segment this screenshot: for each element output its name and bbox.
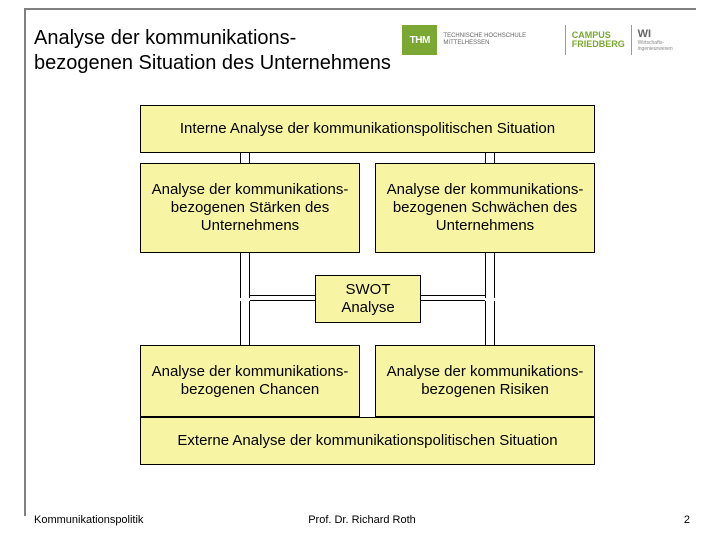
connector (421, 295, 485, 301)
title-line2: bezogenen Situation des Unternehmens (34, 52, 391, 74)
box-internal-analysis: Interne Analyse der kommunikationspoliti… (140, 105, 595, 153)
wi-logo: WI Wirtschafts-ingenieurwesen (638, 29, 692, 52)
slide-footer: Kommunikationspolitik Prof. Dr. Richard … (34, 514, 690, 526)
box-weaknesses: Analyse der kommunikations-bezogenen Sch… (375, 163, 595, 253)
box-label: Externe Analyse der kommunikationspoliti… (177, 432, 557, 450)
frame-top (24, 8, 696, 10)
connector (485, 153, 495, 163)
logo-area: THM TECHNISCHE HOCHSCHULE MITTELHESSEN C… (402, 20, 692, 60)
box-label: Analyse der kommunikations-bezogenen Ris… (382, 363, 588, 399)
box-swot: SWOT Analyse (315, 275, 421, 323)
page-title: Analyse der kommunikations- bezogenen Si… (34, 26, 414, 76)
connector (485, 301, 495, 345)
campus-line2: FRIEDBERG (572, 40, 625, 49)
wi-sublabel: Wirtschafts-ingenieurwesen (638, 40, 692, 52)
connector (485, 253, 495, 298)
connector (240, 153, 250, 163)
box-label: Analyse der kommunikations-bezogenen Cha… (147, 363, 353, 399)
footer-left: Kommunikationspolitik (34, 514, 143, 526)
thm-logo-icon: THM (402, 25, 437, 55)
box-threats: Analyse der kommunikations-bezogenen Ris… (375, 345, 595, 417)
box-label: SWOT Analyse (322, 281, 414, 317)
box-opportunities: Analyse der kommunikations-bezogenen Cha… (140, 345, 360, 417)
title-line1: Analyse der kommunikations- (34, 27, 296, 49)
campus-logo: CAMPUS FRIEDBERG (572, 31, 625, 49)
swot-diagram: Interne Analyse der kommunikationspoliti… (140, 105, 595, 455)
logo-divider (631, 25, 632, 55)
connector (250, 295, 315, 301)
connector (240, 301, 250, 345)
wi-label: WI (638, 29, 692, 40)
box-label: Analyse der kommunikations-bezogenen Sch… (382, 181, 588, 235)
box-external-analysis: Externe Analyse der kommunikationspoliti… (140, 417, 595, 465)
logo-divider (565, 25, 566, 55)
box-strengths: Analyse der kommunikations-bezogenen Stä… (140, 163, 360, 253)
box-label: Analyse der kommunikations-bezogenen Stä… (147, 181, 353, 235)
page-number: 2 (684, 514, 690, 526)
footer-center: Prof. Dr. Richard Roth (308, 514, 416, 526)
box-label: Interne Analyse der kommunikationspoliti… (180, 120, 555, 138)
frame-left (24, 8, 26, 516)
thm-logo-subtext: TECHNISCHE HOCHSCHULE MITTELHESSEN (443, 33, 558, 46)
connector (240, 253, 250, 298)
